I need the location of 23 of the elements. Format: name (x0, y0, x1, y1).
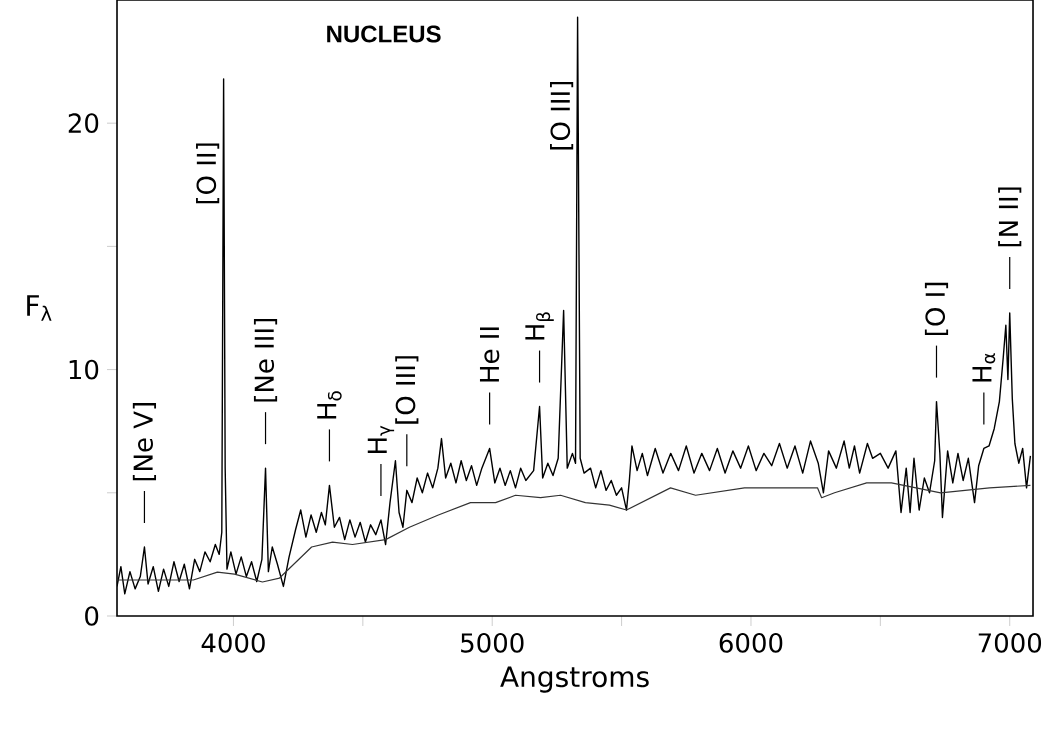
annotation: H$_{γ}$ (367, 425, 395, 453)
annotation: H$_{α}$ (972, 353, 996, 382)
annotation: [O III] (395, 356, 419, 424)
x-tick-label: 4000 (201, 633, 265, 653)
y-tick-label: 0 (85, 606, 99, 626)
y-tick-label: 20 (68, 113, 99, 134)
annotation: [O III] (550, 81, 574, 150)
annotation: He II (479, 327, 500, 382)
x-tick-label: 7000 (978, 633, 1042, 653)
text: NUCLEUS (327, 25, 441, 43)
y-axis-title: F$_{λ}$ (27, 295, 52, 321)
x-axis-title: Angstroms (500, 666, 649, 693)
annotation: H$_{δ}$ (317, 391, 342, 419)
annotation: [N II] (998, 187, 1022, 247)
annotation: [Ne III] (253, 319, 278, 402)
x-tick-label: 6000 (719, 633, 783, 653)
annotation: [Ne V] (132, 403, 157, 481)
annotation: [O I] (924, 282, 949, 335)
x-tick-label: 5000 (461, 633, 524, 653)
annotation: H$_{β}$ (525, 312, 554, 340)
annotation: [O II] (196, 143, 220, 204)
y-tick-label: 10 (69, 359, 99, 380)
line-series (117, 482, 1032, 583)
